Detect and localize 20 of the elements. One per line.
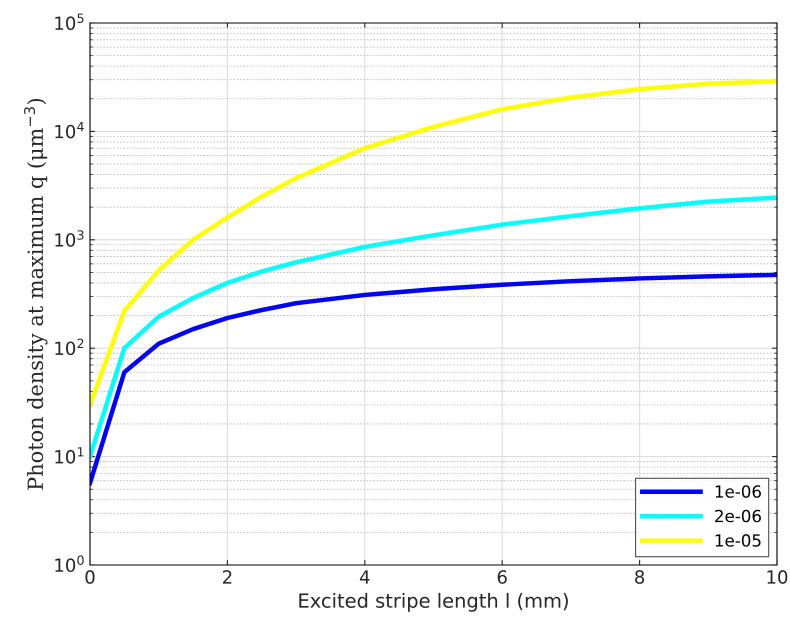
line-series bbox=[90, 272, 777, 486]
y-tick-label: 10$^{4}$ bbox=[55, 122, 84, 138]
x-tick-label: 4 bbox=[360, 570, 370, 584]
x-tick-label: 10 bbox=[767, 570, 788, 584]
line-series bbox=[90, 79, 777, 408]
x-axis-title: Excited stripe length l (mm) bbox=[299, 592, 568, 612]
x-tick-label: 6 bbox=[498, 570, 507, 584]
legend-label: 2e-06 bbox=[715, 510, 761, 522]
y-tick-label: 10$^{0}$ bbox=[55, 555, 84, 572]
legend-label: 1e-05 bbox=[716, 534, 761, 547]
y-tick-label: 10$^{2}$ bbox=[55, 338, 84, 356]
x-tick-label: 2 bbox=[222, 570, 232, 584]
y-tick-label: 10$^{1}$ bbox=[55, 447, 84, 464]
legend-label: 1e-06 bbox=[716, 485, 761, 498]
y-axis-title: Photon density at maximum q (μm$^{−3}$) bbox=[24, 98, 48, 490]
x-tick-label: 0 bbox=[85, 570, 95, 584]
line-series bbox=[90, 195, 777, 459]
y-tick-label: 10$^{3}$ bbox=[55, 230, 84, 247]
x-tick-label: 8 bbox=[635, 570, 644, 584]
y-tick-label: 10$^{5}$ bbox=[55, 14, 84, 30]
